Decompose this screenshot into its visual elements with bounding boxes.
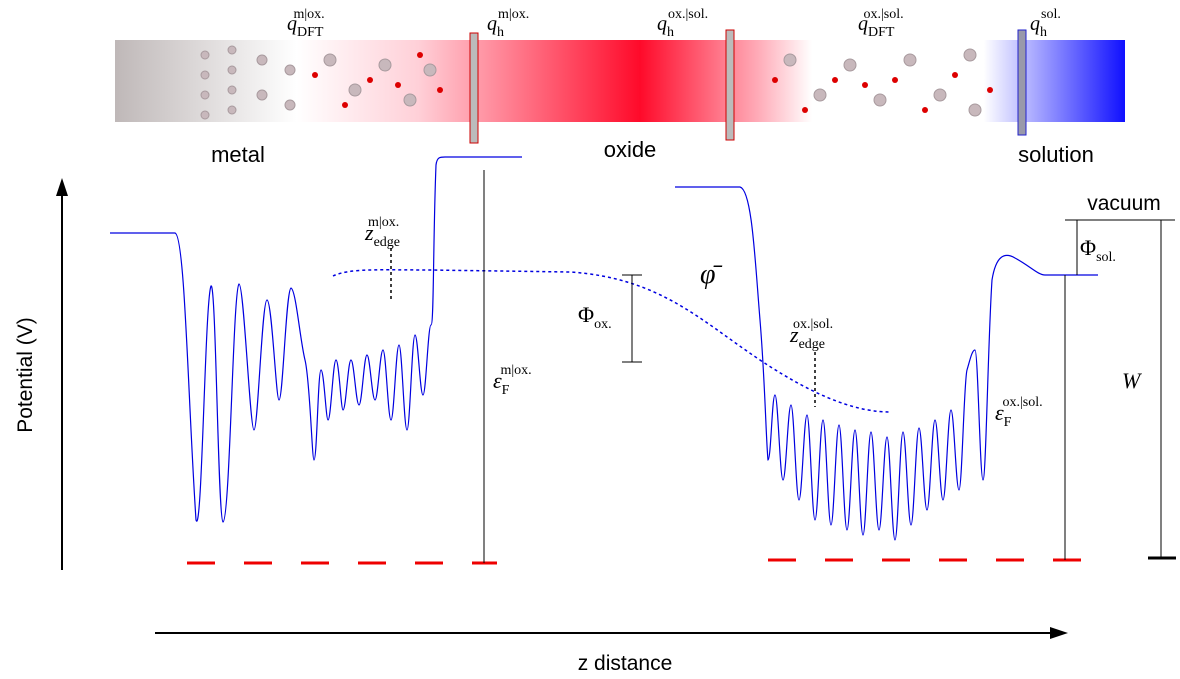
fermi-level	[187, 560, 1085, 563]
plane-marker	[470, 33, 478, 143]
label-part: m|ox.	[368, 215, 399, 230]
label-part: F	[1004, 415, 1012, 430]
work-function-label: W	[1122, 368, 1142, 393]
label-part: h	[667, 25, 674, 40]
region-label: solution	[1018, 142, 1094, 167]
label-part: q	[657, 13, 667, 35]
label-part: Φ	[1080, 235, 1096, 260]
plane-marker	[1018, 30, 1026, 135]
label-part: q	[487, 13, 497, 35]
label-part: edge	[799, 337, 825, 352]
potential-curve-right	[675, 187, 1098, 540]
arrow-head	[56, 178, 68, 196]
label-part: ox.|sol.	[863, 7, 903, 22]
label-part: ox.|sol.	[668, 7, 708, 22]
label-part: ox.|sol.	[1002, 395, 1042, 410]
label-part: h	[497, 25, 504, 40]
label-part: edge	[374, 235, 400, 250]
axes	[62, 190, 1055, 633]
label-part: m|ox.	[500, 363, 531, 378]
potential-curve-left	[110, 157, 522, 522]
phi-ox-label: Φox.	[578, 302, 612, 332]
label-part: h	[1040, 25, 1047, 40]
arrow-head	[1050, 627, 1068, 639]
label-part: sol.	[1096, 250, 1116, 265]
q-label: qDFTox.|sol.	[858, 7, 904, 40]
label-part: m|ox.	[293, 7, 324, 22]
label-part: F	[502, 383, 510, 398]
phi-bar-label: φ̄	[700, 259, 722, 290]
guide-lines	[484, 170, 1175, 563]
fermi-label: εFox.|sol.	[995, 395, 1043, 430]
fermi-label: εFm|ox.	[493, 363, 532, 398]
label-part: DFT	[297, 25, 324, 40]
plane-marker	[726, 30, 734, 140]
x-axis-label: z distance	[578, 652, 673, 675]
q-label: qh m|ox.	[487, 7, 529, 40]
region-label: metal	[211, 142, 265, 167]
label-part: m|ox.	[498, 7, 529, 22]
z-edge-label: zedgem|ox.	[364, 215, 400, 250]
label-part: DFT	[868, 25, 895, 40]
q-label: qh sol.	[1030, 7, 1061, 40]
z-edge-label: zedgeox.|sol.	[789, 317, 833, 352]
label-part: sol.	[1041, 7, 1061, 22]
label-part: ox.	[594, 317, 612, 332]
q-label: qDFTm|ox.	[287, 7, 325, 40]
y-axis-label: Potential (V)	[14, 317, 37, 433]
diagram: qDFTm|ox. qhm|ox. qhox.|sol. qDFTox.|sol…	[0, 0, 1180, 679]
label-part: Φ	[578, 302, 594, 327]
label-part: q	[1030, 13, 1040, 35]
region-label: oxide	[604, 137, 657, 162]
label-part: ox.|sol.	[793, 317, 833, 332]
q-label: qh ox.|sol.	[657, 7, 708, 40]
phi-sol-label: Φsol.	[1080, 235, 1116, 265]
vacuum-label: vacuum	[1087, 192, 1161, 215]
